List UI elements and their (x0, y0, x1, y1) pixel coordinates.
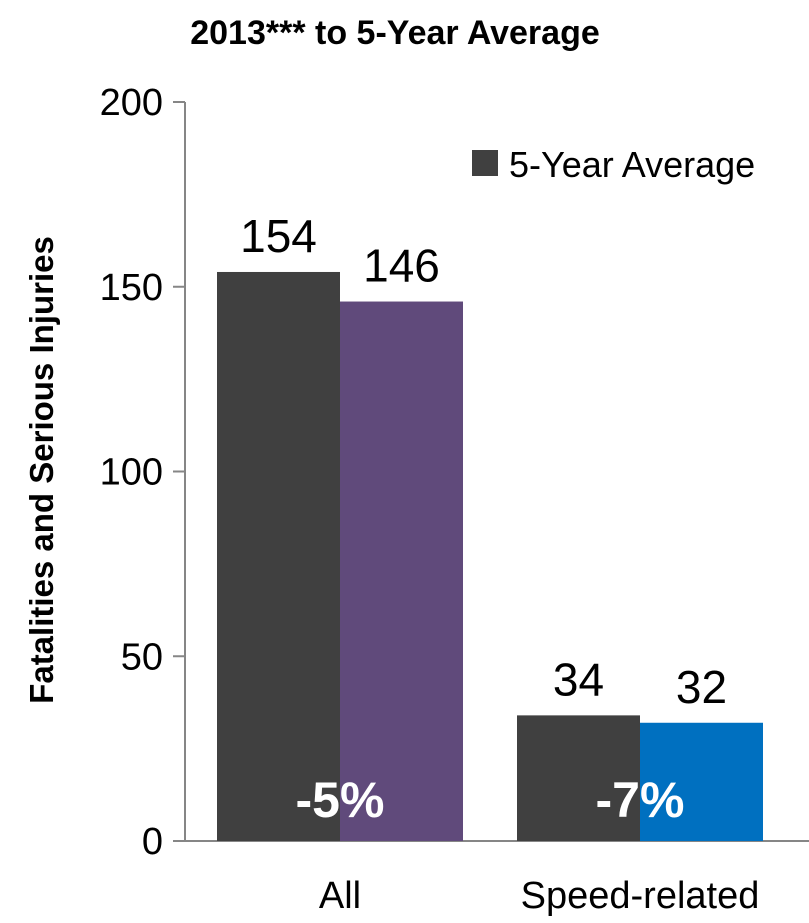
legend-label: 5-Year Average (509, 144, 755, 185)
category-label: Speed-related (521, 875, 760, 917)
category-label: All (319, 875, 361, 917)
legend-swatch (472, 150, 498, 176)
y-tick-label: 50 (121, 636, 163, 678)
y-tick-label: 200 (100, 82, 163, 124)
change-label: -7% (596, 772, 685, 828)
data-label: 146 (363, 240, 440, 292)
bar (640, 722, 763, 841)
legend: 5-Year Average (472, 144, 755, 185)
data-labels: 154 146 -5% 34 32 -7% (240, 210, 727, 828)
y-tick-label: 0 (142, 821, 163, 863)
y-tick-label: 150 (100, 267, 163, 309)
y-tick-label: 100 (100, 452, 163, 494)
data-label: 154 (240, 210, 317, 262)
y-axis-label: Fatalities and Serious Injuries (23, 236, 60, 704)
bar (340, 301, 463, 841)
bars (217, 271, 763, 842)
category-labels: All Speed-related (319, 875, 759, 917)
bar (517, 715, 640, 841)
data-label: 34 (553, 653, 604, 705)
bar (217, 271, 340, 842)
change-label: -5% (296, 772, 385, 828)
chart-title: 2013*** to 5-Year Average (190, 14, 600, 52)
data-label: 32 (676, 661, 727, 713)
